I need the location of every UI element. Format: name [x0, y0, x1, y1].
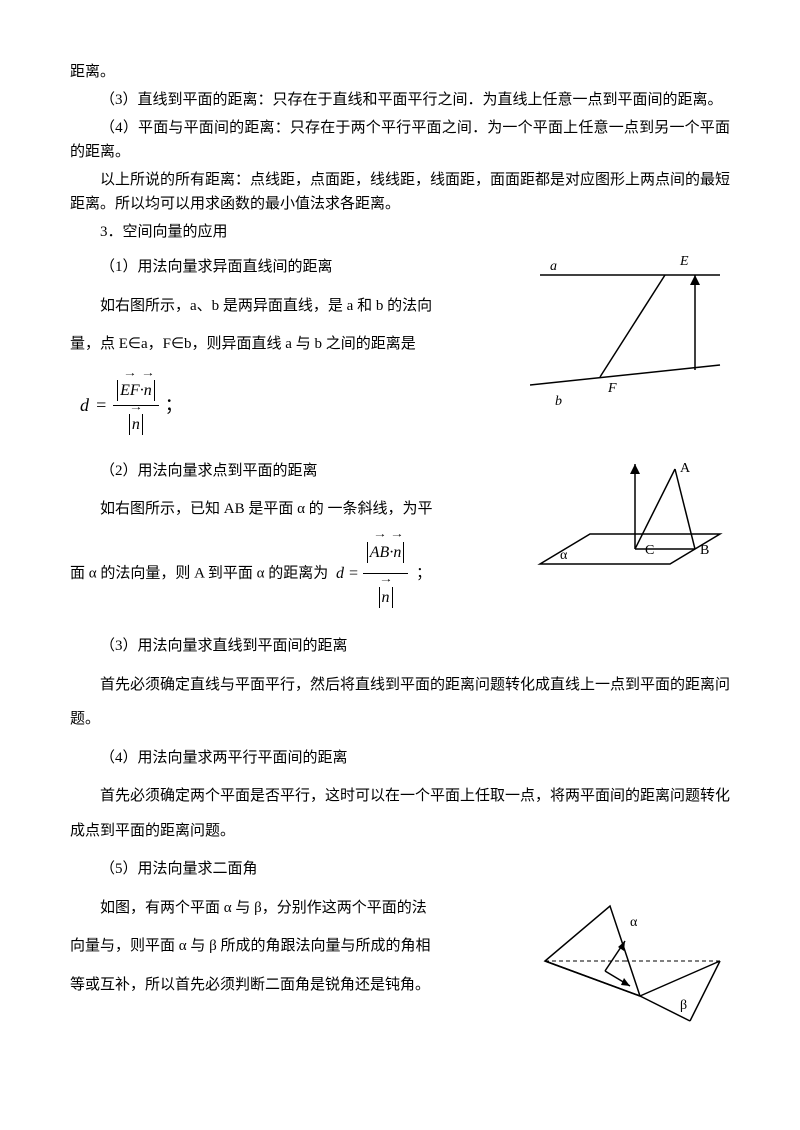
subsection-heading: （2）用法向量求点到平面的距离 [70, 454, 520, 489]
paragraph: （4）平面与平面间的距离：只存在于两个平行平面之间．为一个平面上任意一点到另一个… [70, 116, 730, 164]
subsection-heading: （1）用法向量求异面直线间的距离 [70, 250, 520, 285]
svg-text:B: B [700, 543, 709, 558]
equals: = [348, 556, 359, 593]
paragraph: 向量与，则平面 α 与 β 所成的角跟法向量与所成的角相 [70, 929, 520, 964]
paragraph: 如图，有两个平面 α 与 β，分别作这两个平面的法 [70, 891, 520, 926]
svg-text:C: C [645, 543, 654, 558]
vec-n: n [144, 374, 152, 404]
var-d: d [80, 391, 89, 420]
paragraph: 以上所说的所有距离：点线距，点面距，线线距，线面距，面面距都是对应图形上两点间的… [70, 168, 730, 216]
paragraph: （3）直线到平面的距离：只存在于直线和平面平行之间．为直线上任意一点到平面间的距… [70, 88, 730, 112]
section-heading: 3．空间向量的应用 [70, 220, 730, 244]
paragraph: 如右图所示，a、b 是两异面直线，是 a 和 b 的法向 [70, 289, 520, 324]
formula-point-plane-distance: d = AB·n n [336, 531, 408, 618]
vec-n: n [382, 576, 390, 617]
diagram-point-plane: A B C α [530, 454, 730, 602]
svg-text:β: β [680, 998, 687, 1013]
semicolon: ； [165, 391, 183, 420]
var-d: d [336, 556, 344, 593]
paragraph: 等或互补，所以首先必须判断二面角是锐角还是钝角。 [70, 968, 520, 1003]
svg-text:E: E [679, 254, 689, 269]
svg-text:α: α [560, 548, 568, 563]
svg-text:F: F [607, 381, 617, 396]
paragraph: 距离。 [70, 60, 730, 84]
paragraph: 如右图所示，已知 AB 是平面 α 的 一条斜线，为平 [70, 492, 520, 527]
equals: = [95, 391, 107, 420]
diagram-dihedral-angle: α β [530, 891, 730, 1039]
subsection-heading: （4）用法向量求两平行平面间的距离 [70, 741, 730, 776]
paragraph: 面 α 的法向量，则 A 到平面 α 的距离为 d = AB·n n ； [70, 531, 520, 618]
paragraph: 首先必须确定直线与平面平行，然后将直线到平面的距离问题转化成直线上一点到平面的距… [70, 668, 730, 737]
vec-AB: AB [370, 531, 390, 572]
svg-text:A: A [680, 461, 691, 476]
paragraph: 首先必须确定两个平面是否平行，这时可以在一个平面上任取一点，将两平面间的距离问题… [70, 779, 730, 848]
paragraph: 量，点 E∈a，F∈b，则异面直线 a 与 b 之间的距离是 [70, 327, 520, 362]
diagram-skew-lines: E a F b [530, 250, 730, 418]
subsection-heading: （3）用法向量求直线到平面间的距离 [70, 629, 730, 664]
vec-EF: EF [120, 374, 140, 404]
svg-text:α: α [630, 915, 638, 930]
vec-n: n [132, 408, 140, 438]
svg-text:b: b [555, 394, 562, 409]
formula-distance-skew-lines: d = EF·n n ； [80, 374, 183, 438]
vec-n: n [393, 531, 401, 572]
svg-text:a: a [550, 259, 557, 274]
subsection-heading: （5）用法向量求二面角 [70, 852, 730, 887]
